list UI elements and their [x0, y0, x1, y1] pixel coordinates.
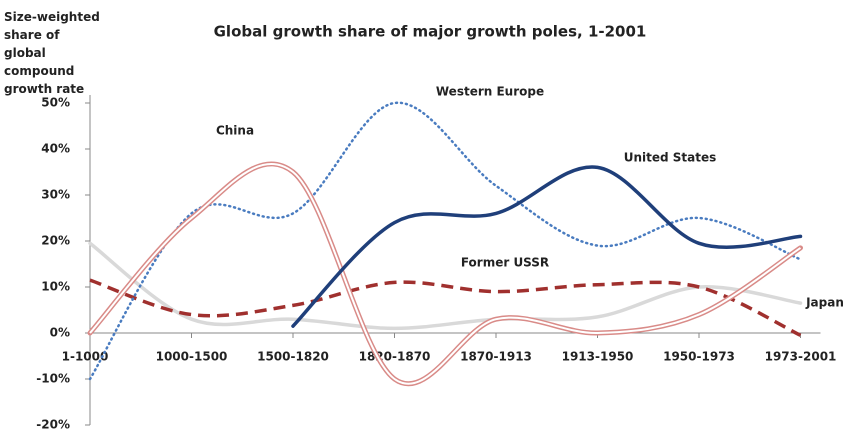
y-axis-title: Size-weighted share of global compound g…: [4, 10, 100, 96]
y-tick-label: 30%: [41, 188, 70, 202]
x-tick-label: 1973-2001: [765, 350, 837, 364]
line-inner: [89, 163, 802, 385]
line: [291, 165, 803, 328]
x-tick-label: 1870-1913: [460, 350, 532, 364]
x-tick-label: 1000-1500: [156, 350, 228, 364]
series-label: Western Europe: [436, 85, 544, 99]
y-tick-label: 20%: [41, 234, 70, 248]
line: [88, 241, 803, 331]
x-tick-label: 1950-1973: [663, 350, 735, 364]
y-tick-label: 0%: [50, 326, 70, 340]
line: [88, 101, 802, 381]
x-tick-label: 1500-1820: [257, 350, 329, 364]
y-tick-label: 50%: [41, 96, 70, 110]
y-tick-label: -10%: [36, 372, 70, 386]
series-label: United States: [624, 151, 717, 165]
x-tick-label: 1-1000: [62, 350, 109, 364]
line: [89, 278, 802, 337]
series-label: Japan: [805, 296, 844, 310]
y-tick-label: 40%: [41, 142, 70, 156]
x-tick-label: 1913-1950: [562, 350, 634, 364]
y-tick-label: -20%: [36, 418, 70, 432]
y-tick-label: 10%: [41, 280, 70, 294]
series-label: Former USSR: [461, 256, 549, 270]
chart-title: Global growth share of major growth pole…: [214, 23, 647, 41]
series-label: China: [216, 124, 254, 138]
x-tick-label: 1820-1870: [359, 350, 431, 364]
